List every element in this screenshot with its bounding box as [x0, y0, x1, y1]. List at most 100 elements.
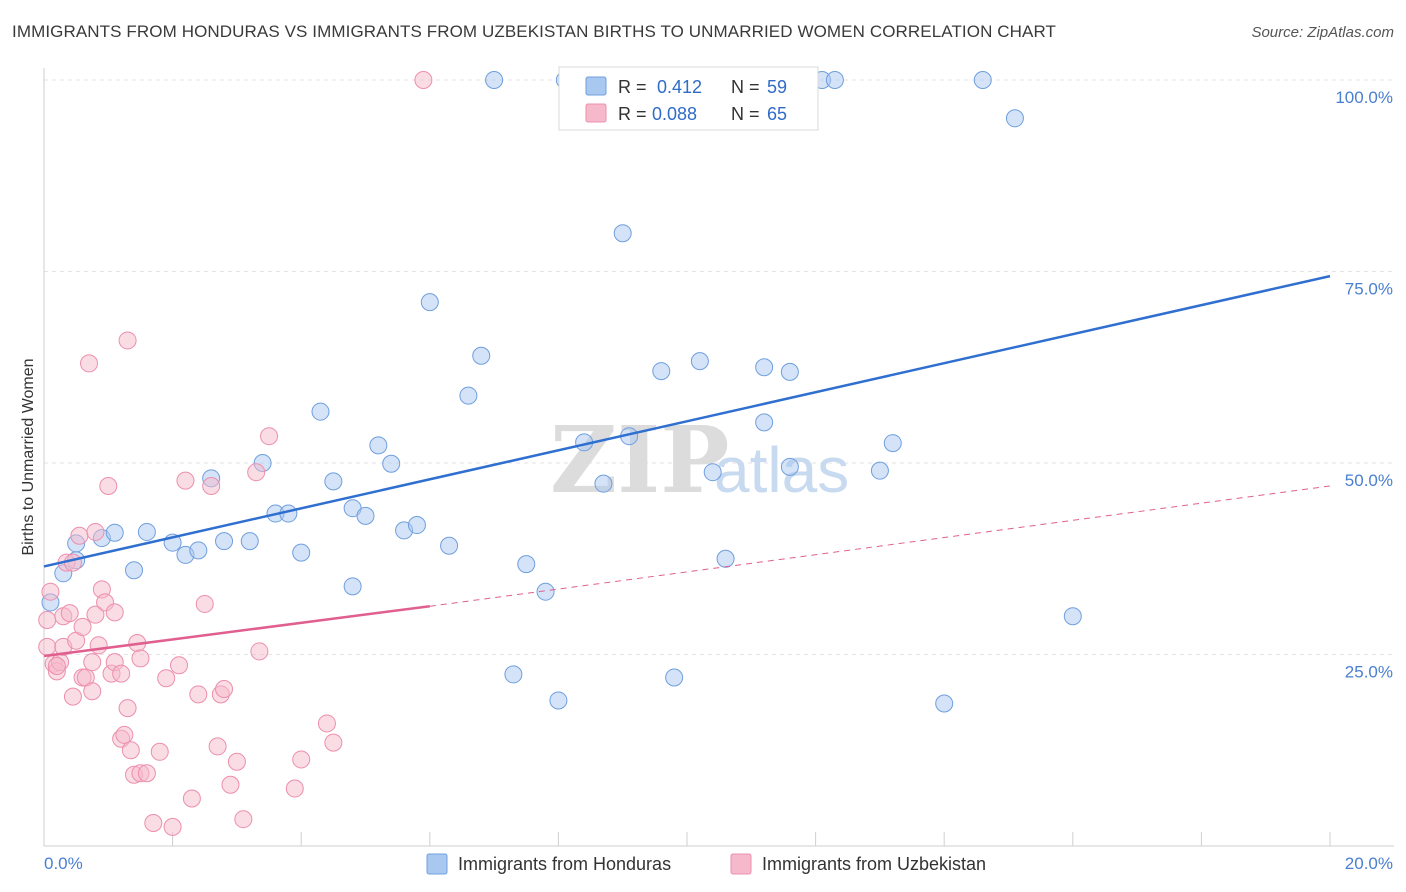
- bottom-legend-swatch-uzbekistan: [730, 853, 752, 875]
- uzbekistan-point: [182, 789, 201, 808]
- honduras-point: [292, 543, 311, 562]
- uzbekistan-point: [131, 649, 150, 668]
- uzbekistan-point: [89, 636, 108, 655]
- uzbekistan-point: [414, 71, 433, 89]
- honduras-point: [870, 461, 889, 480]
- uzbekistan-point: [105, 603, 124, 622]
- uzbekistan-point: [189, 685, 208, 704]
- legend-n-label-honduras: N =: [731, 77, 760, 97]
- uzbekistan-point: [202, 476, 221, 495]
- y-tick-label: 25.0%: [1345, 663, 1393, 682]
- uzbekistan-point: [83, 653, 102, 672]
- uzbekistan-point: [170, 656, 189, 675]
- uzbekistan-point: [86, 605, 105, 624]
- uzbekistan-point: [157, 669, 176, 688]
- uzbekistan-point: [63, 687, 82, 706]
- y-axis-label: Births to Unmarried Women: [20, 358, 37, 555]
- legend-box: R = 0.412 N = 59 R = 0.088 N = 65: [558, 66, 819, 131]
- uzbekistan-point: [215, 679, 234, 698]
- honduras-point: [780, 362, 799, 381]
- uzbekistan-point: [317, 714, 336, 733]
- x-tick-label-max: 20.0%: [1345, 854, 1393, 873]
- honduras-point: [1005, 109, 1024, 128]
- uzbekistan-point: [99, 476, 118, 495]
- bottom-legend-label-honduras: Immigrants from Honduras: [458, 854, 671, 874]
- honduras-point: [594, 474, 613, 493]
- uzbekistan-point: [292, 750, 311, 769]
- honduras-point: [825, 71, 844, 89]
- y-tick-label: 100.0%: [1335, 88, 1393, 107]
- uzbekistan-point: [250, 642, 269, 661]
- uzbekistan-point: [118, 699, 137, 718]
- honduras-point: [504, 665, 523, 684]
- uzbekistan-point: [70, 526, 89, 545]
- honduras-point: [485, 71, 504, 89]
- uzbekistan-point: [150, 742, 169, 761]
- honduras-point: [755, 358, 774, 377]
- y-tick-labels: 25.0% 50.0% 75.0% 100.0%: [1335, 88, 1393, 682]
- honduras-point: [716, 549, 735, 568]
- honduras-point: [407, 516, 426, 535]
- uzbekistan-points: [38, 71, 433, 836]
- watermark: ZIP atlas: [550, 406, 849, 514]
- honduras-point: [549, 691, 568, 710]
- honduras-point: [690, 352, 709, 371]
- uzbekistan-point: [60, 604, 79, 623]
- chart-source: Source: ZipAtlas.com: [1251, 24, 1394, 41]
- honduras-point: [311, 402, 330, 421]
- uzbekistan-point: [285, 779, 304, 798]
- honduras-point: [420, 293, 439, 312]
- honduras-point: [382, 454, 401, 473]
- trend-line-honduras: [43, 274, 1331, 568]
- honduras-point: [1063, 607, 1082, 626]
- uzbekistan-point: [63, 553, 82, 572]
- honduras-point: [935, 694, 954, 713]
- honduras-point: [440, 536, 459, 555]
- uzbekistan-point: [115, 725, 134, 744]
- x-tick-label-min: 0.0%: [44, 854, 83, 873]
- trend-line-uzbekistan-extension: [429, 485, 1331, 607]
- uzbekistan-point: [121, 741, 140, 760]
- uzbekistan-point: [112, 664, 131, 683]
- honduras-point: [755, 413, 774, 432]
- uzbekistan-point: [227, 752, 246, 771]
- honduras-point: [665, 668, 684, 687]
- uzbekistan-point: [260, 427, 279, 446]
- trend-lines: [43, 274, 1331, 658]
- axes: [43, 68, 1394, 847]
- grid-lines: [44, 79, 1394, 655]
- bottom-legend: Immigrants from Honduras Immigrants from…: [426, 853, 986, 875]
- uzbekistan-point: [47, 656, 66, 675]
- honduras-point: [356, 506, 375, 525]
- honduras-point: [536, 582, 555, 601]
- bottom-legend-label-uzbekistan: Immigrants from Uzbekistan: [762, 854, 986, 874]
- uzbekistan-point: [86, 522, 105, 541]
- uzbekistan-point: [163, 817, 182, 836]
- uzbekistan-point: [144, 814, 163, 833]
- bottom-legend-swatch-honduras: [426, 853, 448, 875]
- honduras-point: [240, 532, 259, 551]
- legend-n-label-uzbekistan: N =: [731, 104, 760, 124]
- uzbekistan-point: [83, 682, 102, 701]
- uzbekistan-point: [195, 594, 214, 613]
- legend-swatch-uzbekistan: [585, 103, 607, 123]
- legend-r-label-uzbekistan: R =: [618, 104, 647, 124]
- y-tick-label: 75.0%: [1345, 280, 1393, 299]
- honduras-point: [517, 555, 536, 574]
- uzbekistan-point: [80, 354, 99, 373]
- honduras-point: [472, 346, 491, 365]
- honduras-point: [703, 463, 722, 482]
- uzbekistan-point: [324, 733, 343, 752]
- x-tick-marks: [172, 832, 1331, 846]
- honduras-point: [459, 386, 478, 405]
- honduras-point: [883, 434, 902, 453]
- uzbekistan-point: [38, 637, 57, 656]
- uzbekistan-point: [208, 737, 227, 756]
- uzbekistan-point: [38, 611, 57, 630]
- uzbekistan-point: [118, 331, 137, 350]
- uzbekistan-point: [41, 582, 60, 601]
- watermark-zip: ZIP: [550, 406, 729, 514]
- honduras-point: [369, 436, 388, 455]
- honduras-point: [215, 532, 234, 551]
